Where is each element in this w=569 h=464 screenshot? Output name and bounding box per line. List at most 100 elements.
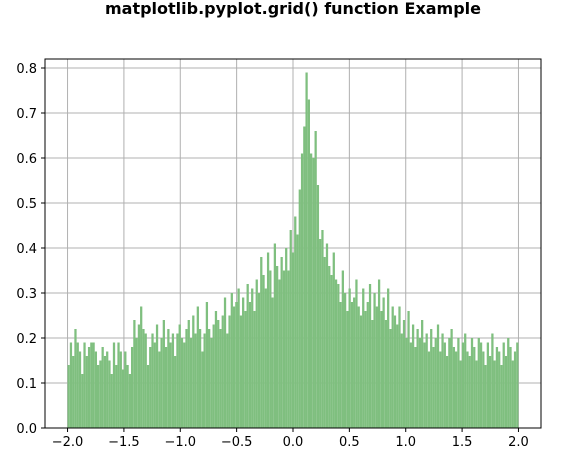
histogram-bar — [217, 320, 219, 428]
histogram-bar — [401, 334, 403, 429]
histogram-bar — [426, 334, 428, 429]
histogram-bar — [421, 320, 423, 428]
histogram-bar — [437, 325, 439, 429]
histogram-bar — [151, 334, 153, 429]
histogram-bar — [262, 275, 264, 428]
histogram-bar — [194, 334, 196, 429]
histogram-bar — [303, 127, 305, 429]
x-tick-label: 0.5 — [339, 435, 360, 450]
histogram-bar — [253, 311, 255, 428]
histogram-bar — [158, 352, 160, 429]
histogram-bar — [213, 325, 215, 429]
histogram-bar — [210, 338, 212, 428]
y-tick-label: 0.5 — [16, 197, 37, 212]
histogram-bar — [74, 329, 76, 428]
histogram-bar — [115, 365, 117, 428]
histogram-bar — [471, 338, 473, 428]
histogram-bar — [179, 325, 181, 429]
histogram-bar — [430, 329, 432, 428]
histogram-bar — [389, 329, 391, 428]
histogram-bar — [113, 343, 115, 429]
histogram-bar — [484, 365, 486, 428]
histogram-bar — [183, 343, 185, 429]
histogram-bar — [466, 352, 468, 429]
histogram-bar — [147, 365, 149, 428]
histogram-bar — [416, 329, 418, 428]
histogram-bar — [387, 289, 389, 429]
histogram-bar — [299, 190, 301, 429]
histogram-bar — [482, 352, 484, 429]
histogram-bar — [380, 311, 382, 428]
histogram-bar — [102, 347, 104, 428]
histogram-bar — [181, 338, 183, 428]
histogram-bar — [376, 307, 378, 429]
histogram-bar — [428, 352, 430, 429]
y-tick-label: 0.6 — [16, 152, 37, 167]
histogram-bar — [226, 334, 228, 429]
histogram-bar — [432, 347, 434, 428]
histogram-bar — [271, 298, 273, 429]
histogram-bar — [117, 343, 119, 429]
histogram-bar — [111, 374, 113, 428]
histogram-bar — [358, 307, 360, 429]
histogram-bar — [339, 302, 341, 428]
histogram-bar — [129, 374, 131, 428]
histogram-bar — [185, 329, 187, 428]
histogram-bar — [410, 343, 412, 429]
histogram-bar — [104, 356, 106, 428]
histogram-bar — [120, 352, 122, 429]
histogram-bar — [315, 131, 317, 428]
histogram-bar — [231, 293, 233, 428]
histogram-bar — [349, 289, 351, 429]
histogram-bar — [136, 338, 138, 428]
histogram-bar — [439, 352, 441, 429]
histogram-bar — [219, 329, 221, 428]
x-tick-label: −0.5 — [221, 435, 253, 450]
x-tick-label: −1.0 — [164, 435, 196, 450]
histogram-bar — [167, 329, 169, 428]
histogram-bar — [294, 217, 296, 429]
histogram-bar — [362, 289, 364, 429]
histogram-bar — [126, 365, 128, 428]
histogram-bar — [505, 356, 507, 428]
histogram-bar — [170, 343, 172, 429]
histogram-bar — [464, 334, 466, 429]
histogram-bar — [83, 343, 85, 429]
histogram-bar — [450, 329, 452, 428]
histogram-bar — [310, 154, 312, 429]
histogram-bar — [269, 271, 271, 429]
histogram-bar — [351, 302, 353, 428]
histogram-bar — [480, 343, 482, 429]
histogram-bar — [330, 275, 332, 428]
histogram-bar — [319, 239, 321, 428]
histogram-bar — [487, 343, 489, 429]
histogram-bar — [92, 343, 94, 429]
histogram-bar — [256, 280, 258, 429]
histogram-bar — [215, 311, 217, 428]
histogram-bar — [321, 230, 323, 428]
histogram-bar — [199, 329, 201, 428]
histogram-bar — [258, 293, 260, 428]
y-tick-label: 0.3 — [16, 287, 37, 302]
histogram-bar — [72, 356, 74, 428]
histogram-bar — [392, 307, 394, 429]
histogram-bar — [296, 235, 298, 429]
histogram-bar — [326, 244, 328, 429]
histogram-bar — [496, 347, 498, 428]
histogram-bar — [228, 316, 230, 429]
histogram-bar — [244, 311, 246, 428]
histogram-bar — [79, 352, 81, 429]
histogram-bar — [86, 356, 88, 428]
histogram-bar — [235, 302, 237, 428]
histogram-bar — [68, 365, 70, 428]
histogram-bar — [333, 253, 335, 429]
histogram-bar — [160, 338, 162, 428]
histogram-bar — [378, 280, 380, 429]
histogram-bar — [457, 338, 459, 428]
histogram-bar — [77, 343, 79, 429]
histogram-bar — [176, 334, 178, 429]
histogram-bar — [201, 352, 203, 429]
histogram-bar — [276, 266, 278, 428]
histogram-bar — [208, 329, 210, 428]
histogram-bar — [462, 343, 464, 429]
